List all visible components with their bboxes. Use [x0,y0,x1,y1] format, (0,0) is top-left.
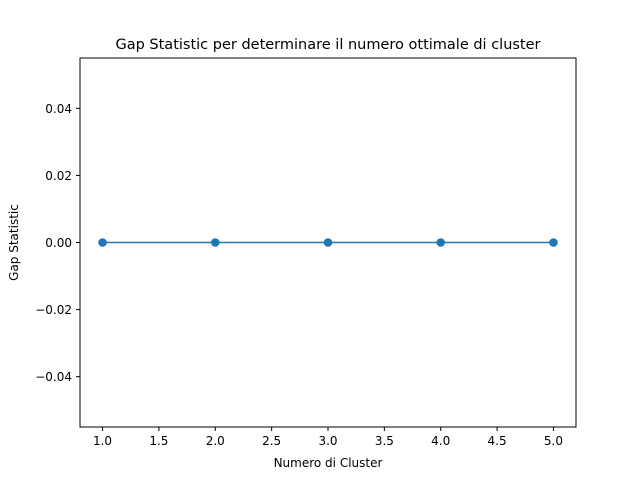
plot-area [98,238,558,247]
x-tick-label: 4.0 [431,434,450,448]
x-axis: 1.0 1.5 2.0 2.5 3.0 3.5 4.0 4.5 5.0 [93,427,563,448]
x-tick-label: 1.5 [149,434,168,448]
y-axis: −0.04 −0.02 0.00 0.02 0.04 [35,102,80,384]
data-point [98,238,107,247]
chart-title: Gap Statistic per determinare il numero … [115,37,540,53]
data-point [323,238,333,247]
x-tick-label: 3.5 [375,434,394,448]
x-tick-label: 1.0 [93,434,112,448]
x-tick-label: 4.5 [488,434,507,448]
y-tick-label: 0.00 [45,236,72,250]
y-tick-label: −0.04 [35,370,72,384]
data-point [549,238,558,247]
x-tick-label: 3.0 [318,434,337,448]
x-axis-label: Numero di Cluster [274,456,383,470]
data-point [210,238,220,247]
y-tick-label: −0.02 [35,303,72,317]
data-point [436,238,446,247]
y-axis-label: Gap Statistic [7,204,21,281]
y-tick-label: 0.02 [45,169,72,183]
y-tick-label: 0.04 [45,102,72,116]
x-tick-label: 2.0 [206,434,225,448]
x-tick-label: 2.5 [262,434,281,448]
x-tick-label: 5.0 [544,434,563,448]
